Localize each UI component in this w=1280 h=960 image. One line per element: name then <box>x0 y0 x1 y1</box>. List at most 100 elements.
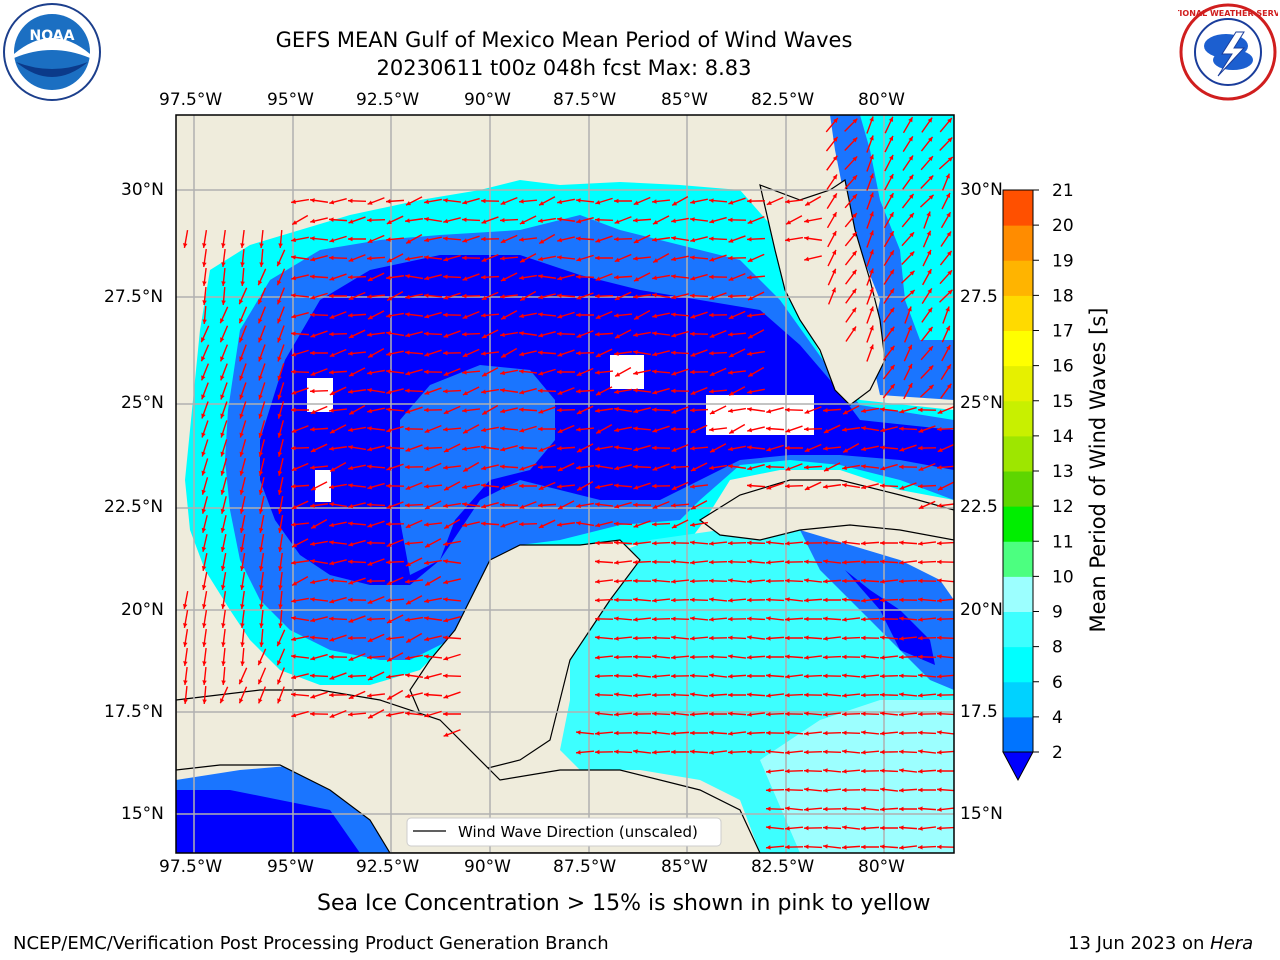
wave-direction-arrowhead <box>747 597 752 603</box>
footer-left: NCEP/EMC/Verification Post Processing Pr… <box>13 933 609 954</box>
wave-direction-arrowhead <box>443 274 448 280</box>
wave-direction-arrowhead <box>501 353 507 358</box>
wave-direction-arrowhead <box>277 641 282 647</box>
missing-patch-2 <box>315 470 331 502</box>
wave-direction-arrowhead <box>220 585 226 590</box>
wave-direction-arrowhead <box>766 426 771 431</box>
wave-direction-arrowhead <box>766 464 771 470</box>
wave-direction-arrowhead <box>928 136 933 142</box>
gulf-water-inner <box>400 365 555 575</box>
wave-direction-arrowhead <box>386 542 392 547</box>
wave-direction-arrowhead <box>258 375 263 381</box>
wave-direction-arrowhead <box>747 749 752 755</box>
wave-direction-arrowhead <box>785 635 790 641</box>
colorbar-segment <box>1003 506 1033 542</box>
wave-direction-arrowhead <box>652 711 657 717</box>
wave-direction-arrowhead <box>671 559 676 564</box>
wave-direction-arrowhead <box>463 467 469 472</box>
wave-direction-arrowhead <box>785 445 790 451</box>
wave-direction-arrowhead <box>918 483 923 489</box>
lon-label-top-92-5: 92.5°W <box>356 90 420 110</box>
wave-direction-arrowhead <box>443 427 448 432</box>
wave-direction-arrowhead <box>709 578 714 584</box>
wave-direction-arrowhead <box>576 409 582 414</box>
wave-direction-arrowhead <box>386 636 391 641</box>
colorbar-tick-label: 18 <box>1052 286 1074 306</box>
wave-direction-arrowhead <box>945 173 950 179</box>
wave-direction-arrowhead <box>481 219 487 224</box>
wave-direction-arrowhead <box>220 698 225 704</box>
wave-direction-arrowhead <box>239 489 245 495</box>
wave-direction-arrowhead <box>880 692 885 698</box>
wave-direction-arrowhead <box>278 566 283 571</box>
wave-direction-arrowhead <box>258 394 263 400</box>
wave-direction-arrowhead <box>348 656 354 661</box>
wave-direction-arrowhead <box>277 280 282 286</box>
wave-direction-arrowhead <box>220 546 226 552</box>
wave-direction-arrowhead <box>424 275 430 281</box>
wave-direction-arrowhead <box>329 713 335 718</box>
wave-direction-arrowhead <box>348 635 353 641</box>
wave-direction-arrowhead <box>918 407 923 413</box>
wave-direction-arrowhead <box>239 470 245 476</box>
wave-direction-arrowhead <box>424 654 429 659</box>
wave-direction-arrowhead <box>367 446 373 452</box>
wave-direction-arrowhead <box>852 194 857 200</box>
wave-direction-arrowhead <box>785 597 790 602</box>
colorbar-tick-label: 15 <box>1052 392 1074 412</box>
wave-direction-arrowhead <box>785 199 790 204</box>
wave-direction-arrowhead <box>520 258 526 263</box>
wave-direction-arrowhead <box>614 578 619 584</box>
wave-direction-arrowhead <box>709 617 714 622</box>
wave-direction-arrowhead <box>710 448 716 453</box>
wave-direction-arrowhead <box>329 408 334 413</box>
wave-direction-arrowhead <box>728 238 734 243</box>
wave-direction-arrowhead <box>947 250 952 256</box>
wave-direction-arrowhead <box>557 428 563 433</box>
wave-direction-arrowhead <box>462 217 467 223</box>
wave-direction-arrowhead <box>329 352 335 357</box>
wave-direction-arrowhead <box>462 522 468 528</box>
wave-direction-arrowhead <box>909 289 915 295</box>
wave-direction-arrowhead <box>709 219 715 224</box>
lat-label-left-22-5: 22.5°N <box>104 497 164 517</box>
wave-direction-arrowhead <box>709 693 714 698</box>
wave-direction-arrowhead <box>709 465 714 470</box>
lon-label-top-95: 95°W <box>267 90 314 110</box>
wave-direction-arrowhead <box>367 561 373 566</box>
wave-direction-arrowhead <box>576 750 581 755</box>
wave-direction-arrowhead <box>443 694 449 699</box>
wave-direction-arrowhead <box>481 295 487 300</box>
wave-direction-arrowhead <box>928 194 934 200</box>
wave-direction-arrowhead <box>766 578 771 584</box>
wave-direction-arrowhead <box>899 597 904 603</box>
wave-direction-arrowhead <box>462 408 467 413</box>
wave-direction-arrowhead <box>259 262 264 267</box>
wave-direction-arrowhead <box>595 692 600 698</box>
wave-direction-arrowhead <box>709 427 714 432</box>
wave-direction-arrowhead <box>766 616 771 621</box>
colorbar-extend-triangle <box>1002 751 1034 782</box>
wave-direction-arrowhead <box>633 485 639 490</box>
wave-direction-arrowhead <box>277 413 282 419</box>
wave-direction-arrowhead <box>576 274 581 280</box>
wave-direction-arrowhead <box>259 585 264 590</box>
wave-direction-arrowhead <box>482 372 488 377</box>
wave-direction-arrowhead <box>557 255 562 260</box>
wave-direction-arrowhead <box>220 489 226 495</box>
wave-direction-arrowhead <box>804 540 809 546</box>
wave-direction-arrowhead <box>519 428 525 433</box>
wave-direction-arrowhead <box>823 692 828 697</box>
wave-direction-arrowhead <box>899 654 904 660</box>
lon-label-top-85: 85°W <box>661 90 708 110</box>
wave-direction-arrowhead <box>842 693 847 698</box>
wave-direction-arrowhead <box>804 825 809 831</box>
wave-direction-arrowhead <box>367 294 372 299</box>
wave-direction-arrowhead <box>405 617 410 622</box>
wave-direction-arrowhead <box>348 445 353 450</box>
wave-direction-arrowhead <box>690 276 696 281</box>
wave-direction-arrowhead <box>633 256 638 261</box>
wave-direction-arrowhead <box>539 239 545 244</box>
wave-direction-arrowhead <box>614 198 619 204</box>
wave-direction-arrowhead <box>519 219 525 225</box>
